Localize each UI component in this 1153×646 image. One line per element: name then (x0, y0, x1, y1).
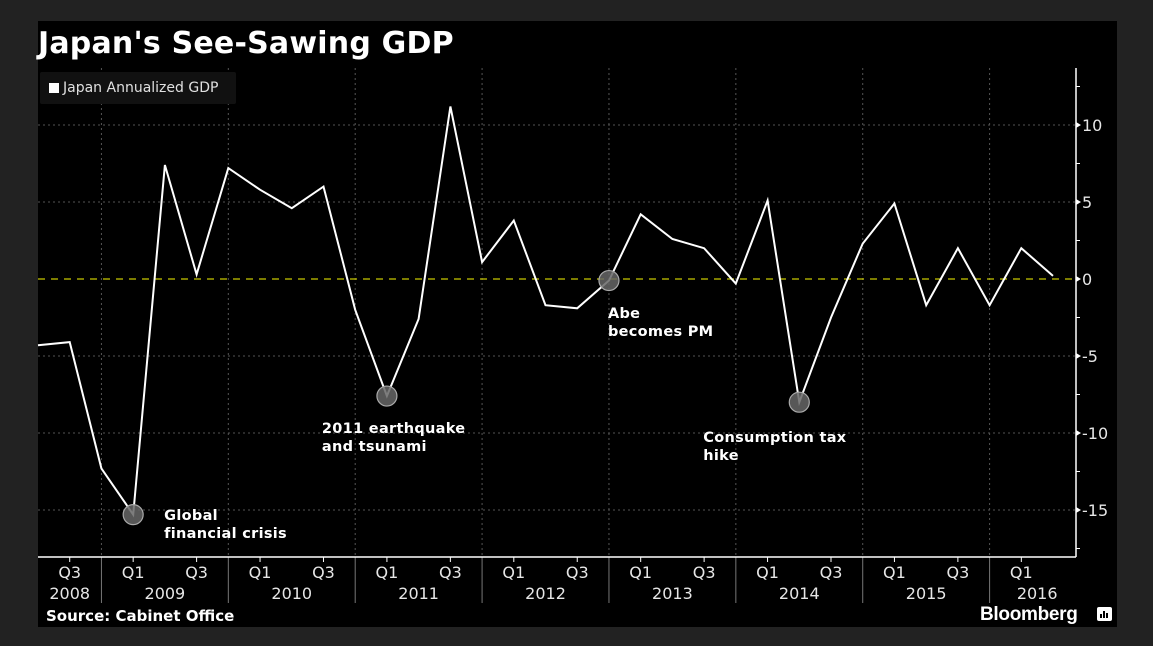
x-tick-label: Q1 (756, 563, 779, 582)
chart-panel (38, 21, 1117, 627)
x-year-label: 2010 (271, 584, 312, 603)
x-tick-label: Q1 (249, 563, 272, 582)
annotation-marker (788, 391, 810, 413)
annotation-line: hike (703, 448, 739, 465)
bloomberg-logo: Bloomberg (980, 604, 1078, 625)
y-tick-label: 0 (1082, 270, 1092, 289)
y-major-tick (1076, 430, 1081, 436)
annotation-line: Consumption tax (703, 430, 847, 447)
x-year-label: 2014 (779, 584, 820, 603)
x-tick-label: Q1 (502, 563, 525, 582)
x-year-label: 2012 (525, 584, 566, 603)
annotation-line: financial crisis (164, 525, 287, 542)
annotation-line: becomes PM (607, 323, 714, 340)
y-major-tick (1076, 507, 1081, 513)
x-tick-label: Q3 (820, 563, 843, 582)
x-year-label: 2013 (652, 584, 693, 603)
legend: Japan Annualized GDP (40, 72, 236, 104)
annotation-label: Consumption tax hike (703, 429, 846, 465)
x-tick-label: Q3 (566, 563, 589, 582)
x-tick-label: Q1 (122, 563, 145, 582)
annotation-label: Global financial crisis (164, 507, 287, 543)
x-tick-label: Q1 (629, 563, 652, 582)
y-tick-label: -15 (1082, 501, 1108, 520)
y-tick-label: 10 (1082, 116, 1102, 135)
y-major-tick (1076, 122, 1081, 128)
y-tick-label: 5 (1082, 193, 1092, 212)
annotation-label: 2011 earthquake and tsunami (322, 420, 466, 456)
annotation-line: and tsunami (321, 439, 427, 456)
x-year-label: 2009 (145, 584, 186, 603)
source-note: Source: Cabinet Office (46, 607, 235, 625)
y-tick-label: -10 (1082, 424, 1108, 443)
x-tick-label: Q3 (693, 563, 716, 582)
x-tick-label: Q3 (946, 563, 969, 582)
y-major-tick (1076, 199, 1081, 205)
x-tick-label: Q3 (439, 563, 462, 582)
annotation-marker (598, 269, 620, 292)
annotation-line: Abe (607, 305, 641, 322)
y-major-tick (1076, 353, 1081, 359)
y-major-tick (1076, 276, 1081, 282)
x-year-label: 2016 (1017, 584, 1058, 603)
chart-title: Japan's See-Sawing GDP (38, 26, 454, 61)
annotation-label: Abe becomes PM (608, 305, 713, 341)
annotation-line: 2011 earthquake (321, 421, 466, 438)
x-year-label: 2008 (49, 584, 90, 603)
legend-label: Japan Annualized GDP (63, 80, 219, 96)
x-year-label: 2015 (906, 584, 947, 603)
x-tick-label: Q3 (185, 563, 208, 582)
x-year-label: 2011 (398, 584, 439, 603)
x-tick-label: Q3 (312, 563, 335, 582)
annotation-marker (376, 385, 398, 407)
y-tick-label: -5 (1082, 347, 1098, 366)
annotation-marker (122, 504, 144, 526)
annotation-line: Global (164, 507, 218, 524)
gdp-series-line (37, 106, 1054, 518)
legend-swatch (49, 83, 59, 93)
x-tick-label: Q1 (883, 563, 906, 582)
x-tick-label: Q3 (58, 563, 81, 582)
x-tick-label: Q1 (1010, 563, 1033, 582)
x-tick-label: Q1 (376, 563, 399, 582)
bloomberg-chart-icon (1097, 607, 1112, 621)
